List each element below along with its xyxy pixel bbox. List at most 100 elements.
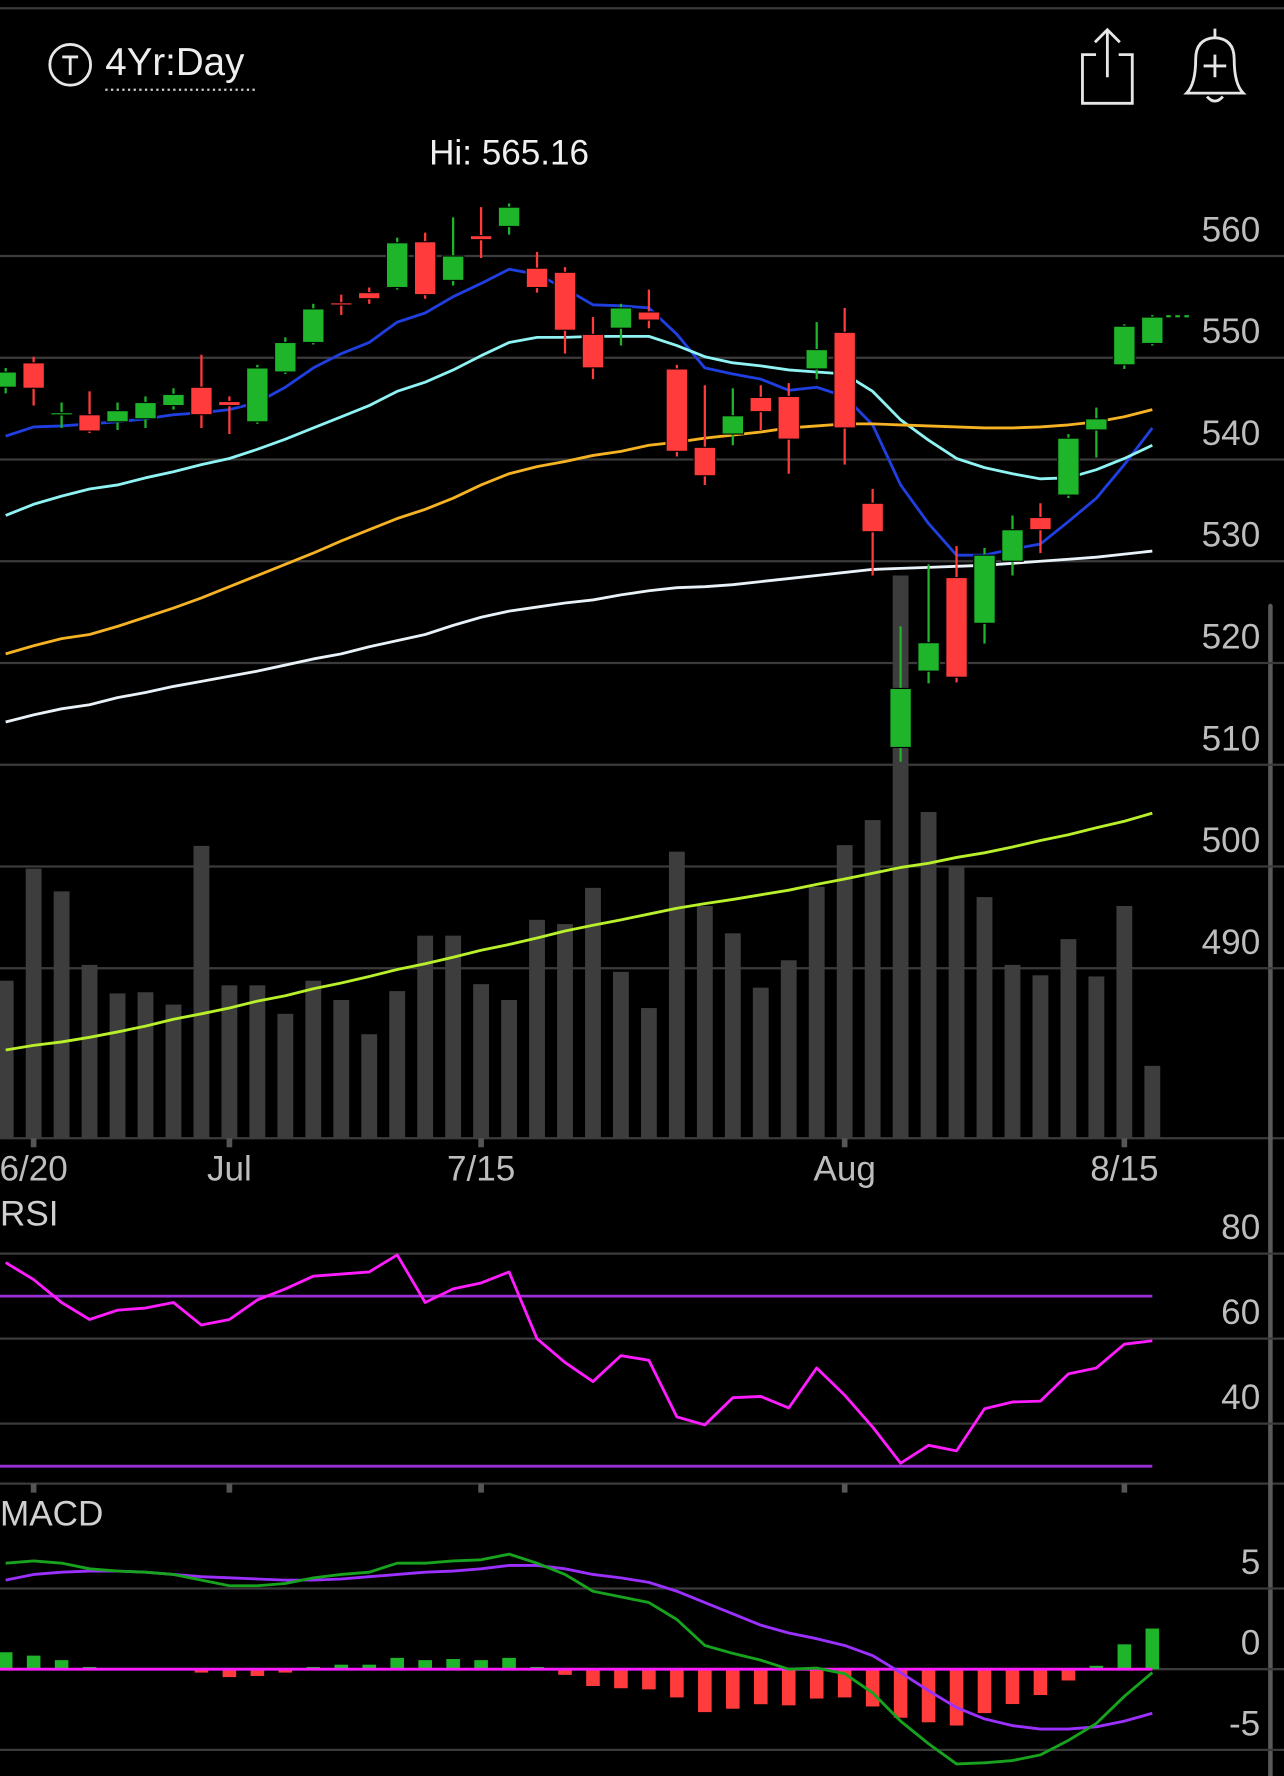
- volume-bar: [305, 980, 322, 1139]
- candle-body: [749, 396, 773, 413]
- candle-body: [1001, 529, 1024, 562]
- volume-bar: [780, 960, 797, 1139]
- moving-average-line: [5, 408, 1153, 656]
- histogram-bar: [222, 1669, 237, 1678]
- histogram-bar: [865, 1669, 880, 1707]
- candle-body: [581, 333, 605, 369]
- candle-body: [889, 687, 912, 749]
- volume-bar: [1032, 975, 1049, 1139]
- y-tick-label: -5: [1229, 1704, 1260, 1743]
- signal-line: [5, 1564, 1153, 1731]
- histogram-bar: [781, 1669, 796, 1706]
- volume-bar: [585, 887, 601, 1139]
- candle-body: [329, 302, 353, 306]
- volume-bar: [864, 820, 881, 1139]
- candle-body: [833, 331, 856, 429]
- candle-body: [274, 341, 297, 373]
- candle-body: [78, 414, 101, 432]
- histogram-bar: [558, 1669, 572, 1675]
- histogram-bar: [698, 1669, 712, 1713]
- y-tick-label: 490: [1202, 923, 1261, 962]
- candle-body: [469, 235, 493, 241]
- volume-bar: [1116, 905, 1133, 1139]
- x-tick-label: 7/15: [447, 1149, 515, 1188]
- volume-bar: [1060, 939, 1077, 1139]
- candle-body: [693, 446, 717, 477]
- volume-bar: [417, 935, 434, 1139]
- candle-body: [525, 267, 549, 289]
- candle-body: [134, 401, 157, 420]
- volume-bar: [109, 993, 126, 1139]
- histogram-bar: [474, 1660, 488, 1670]
- x-tick-label: Aug: [813, 1149, 875, 1188]
- volume-bar: [808, 886, 825, 1139]
- share-icon-arrow: [1093, 27, 1121, 78]
- candle-body: [357, 292, 381, 300]
- y-tick-label: 5: [1241, 1543, 1261, 1582]
- candle-body: [777, 395, 801, 440]
- candle-body: [805, 349, 829, 370]
- volume-bar: [696, 905, 713, 1139]
- macd-line: [5, 1552, 1154, 1766]
- histogram-bar: [390, 1657, 404, 1670]
- timeframe-icon-glyph: [62, 55, 79, 76]
- histogram-bar: [278, 1669, 293, 1673]
- histogram-bar: [1117, 1644, 1132, 1670]
- histogram-bar: [1145, 1628, 1160, 1670]
- candle-body: [609, 307, 633, 329]
- candle-body: [190, 386, 213, 416]
- candle-body: [22, 362, 45, 389]
- histogram-bar: [614, 1669, 628, 1689]
- histogram-bar: [1033, 1669, 1048, 1696]
- candle-body: [553, 271, 577, 331]
- y-tick-label: 550: [1202, 312, 1261, 351]
- x-tick-label: 6/20: [0, 1149, 68, 1188]
- y-tick-label: 40: [1221, 1378, 1260, 1417]
- timeframe-selector[interactable]: 4Yr:Day: [48, 41, 258, 91]
- volume-bar: [529, 919, 545, 1139]
- volume-bar: [361, 1034, 378, 1139]
- histogram-bar: [334, 1664, 349, 1670]
- histogram-bar: [809, 1669, 824, 1699]
- candle-body: [0, 371, 17, 388]
- volume-bar: [1144, 1065, 1161, 1139]
- histogram-bar: [26, 1655, 41, 1670]
- histogram-bar: [586, 1669, 600, 1686]
- volume-bar: [557, 924, 573, 1139]
- y-tick-label: 60: [1221, 1293, 1260, 1332]
- alert-button[interactable]: [1183, 28, 1247, 103]
- histogram-bar: [726, 1669, 740, 1709]
- volume-bar: [668, 851, 685, 1139]
- volume-bar: [221, 985, 238, 1139]
- candle-body: [637, 311, 661, 321]
- candle-body: [106, 410, 129, 423]
- y-tick-label: 0: [1241, 1624, 1261, 1663]
- candle-body: [218, 400, 241, 407]
- volume-bar: [501, 999, 517, 1139]
- histogram-bar: [977, 1669, 992, 1714]
- candle-body: [1085, 418, 1108, 431]
- bell-icon-detail: [1203, 28, 1227, 103]
- y-tick-label: 560: [1202, 210, 1261, 249]
- candle-body: [413, 241, 437, 296]
- histogram-bar: [1005, 1669, 1020, 1705]
- volume-bar: [53, 891, 70, 1139]
- candle-body: [973, 554, 996, 624]
- histogram-bar: [893, 1669, 908, 1718]
- histogram-bar: [362, 1664, 377, 1670]
- histogram-bar: [250, 1669, 265, 1676]
- volume-bar: [389, 991, 406, 1139]
- histogram-bar: [949, 1669, 964, 1726]
- share-button[interactable]: [1081, 27, 1134, 105]
- x-tick-label: Jul: [207, 1149, 252, 1188]
- histogram-bar: [418, 1660, 432, 1670]
- candle-body: [1113, 325, 1136, 366]
- histogram-bar: [54, 1660, 69, 1670]
- candle-body: [861, 502, 884, 533]
- rsi-line: [4, 1253, 1153, 1465]
- volume-bar: [948, 866, 965, 1139]
- histogram-bar: [921, 1669, 936, 1723]
- volume-bar: [613, 971, 629, 1139]
